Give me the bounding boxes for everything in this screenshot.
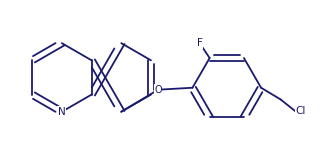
Text: N: N (58, 107, 66, 117)
Text: O: O (154, 85, 162, 95)
Text: F: F (197, 38, 203, 48)
Text: Cl: Cl (295, 106, 306, 116)
